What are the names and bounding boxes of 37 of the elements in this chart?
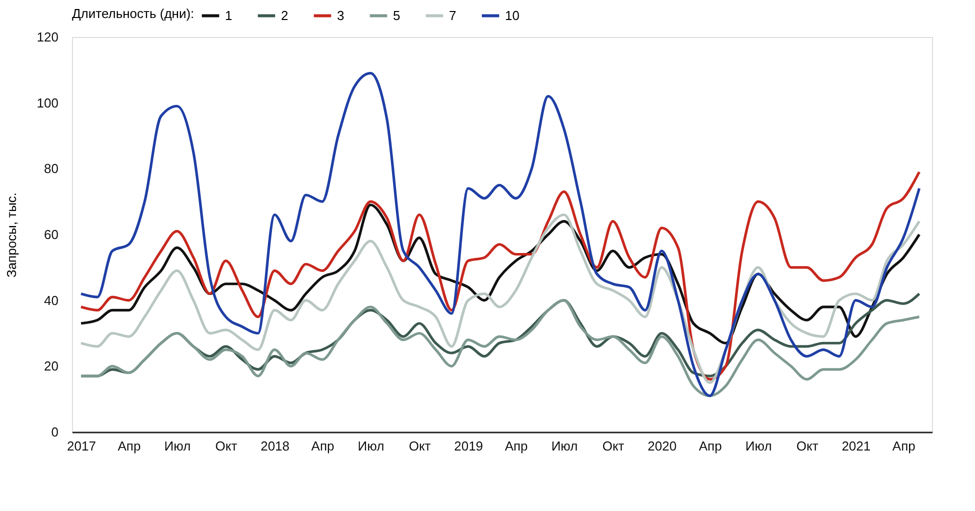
x-tick-label: Июл <box>745 438 772 454</box>
x-tick-label: 2017 <box>67 438 96 454</box>
line-series <box>80 213 921 384</box>
x-tick-label: Апр <box>892 438 916 454</box>
x-tick-label: Июл <box>551 438 578 454</box>
legend-label: 7 <box>449 8 456 23</box>
y-tick-label: 0 <box>51 424 58 440</box>
line-series <box>80 299 921 398</box>
y-tick-label: 40 <box>44 292 58 308</box>
line-series <box>80 170 921 381</box>
y-tick-label: 60 <box>44 227 58 242</box>
y-tick-label: 100 <box>36 95 58 110</box>
x-tick-label: Июл <box>164 438 191 454</box>
y-tick-label: 20 <box>44 358 58 374</box>
x-tick-label: Окт <box>602 438 624 454</box>
legend-label: 5 <box>393 8 400 23</box>
x-tick-label: Апр <box>698 438 722 454</box>
x-tick-label: Окт <box>408 438 431 454</box>
y-tick-label: 120 <box>36 30 58 44</box>
x-tick-label: 2020 <box>648 438 677 454</box>
x-tick-label: Июл <box>358 438 384 454</box>
x-tick-label: Апр <box>311 438 334 454</box>
legend-label: 1 <box>225 8 232 23</box>
x-tick-label: Окт <box>796 438 818 454</box>
y-tick-label: 80 <box>44 161 58 176</box>
legend-label: 3 <box>337 8 344 23</box>
x-tick-label: Окт <box>215 438 238 454</box>
x-tick-label: 2021 <box>842 438 871 454</box>
x-tick-label: Апр <box>118 438 141 454</box>
y-axis-title: Запросы, тыс. <box>4 192 19 278</box>
x-tick-label: Апр <box>504 438 528 454</box>
legend-title: Длительность (дни): <box>72 6 194 21</box>
line-series <box>80 72 921 398</box>
x-tick-label: 2018 <box>260 438 290 454</box>
legend-label: 10 <box>505 8 520 23</box>
legend-label: 2 <box>281 8 288 23</box>
x-tick-label: 2019 <box>454 438 484 454</box>
